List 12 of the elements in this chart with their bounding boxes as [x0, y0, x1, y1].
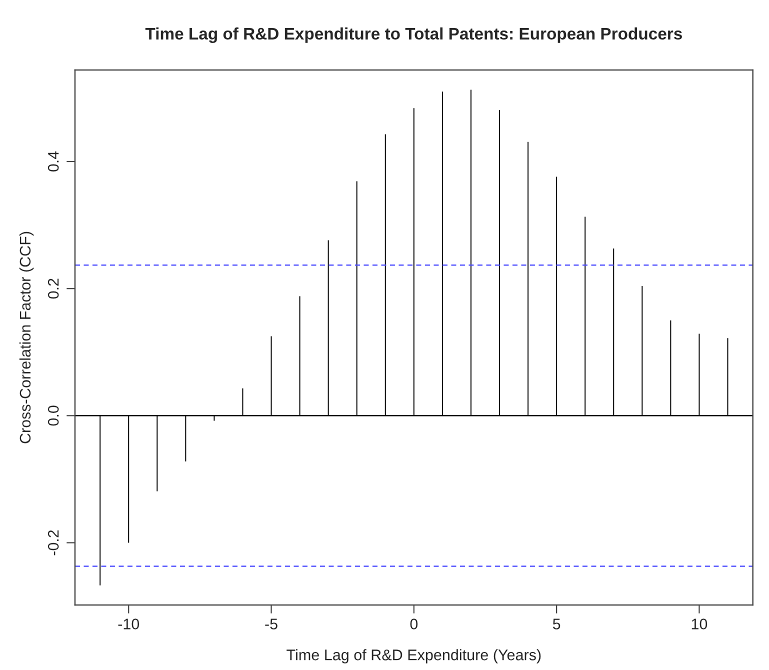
x-tick-label: -5 — [265, 618, 278, 630]
y-tick-label: 0.4 — [48, 151, 59, 172]
y-tick-label: 0.0 — [48, 406, 59, 426]
x-tick-label: 10 — [692, 618, 708, 630]
y-tick-label: 0.2 — [48, 278, 59, 299]
chart-title: Time Lag of R&D Expenditure to Total Patents: European Producers — [145, 27, 682, 43]
x-tick-label: 0 — [410, 618, 418, 630]
y-axis-title: Cross-Correlation Factor (CCF) — [19, 232, 34, 444]
x-axis-title: Time Lag of R&D Expenditure (Years) — [286, 649, 541, 664]
x-tick-label: -10 — [118, 618, 140, 630]
x-tick-label: 5 — [552, 618, 560, 630]
y-tick-label: -0.2 — [48, 530, 59, 556]
